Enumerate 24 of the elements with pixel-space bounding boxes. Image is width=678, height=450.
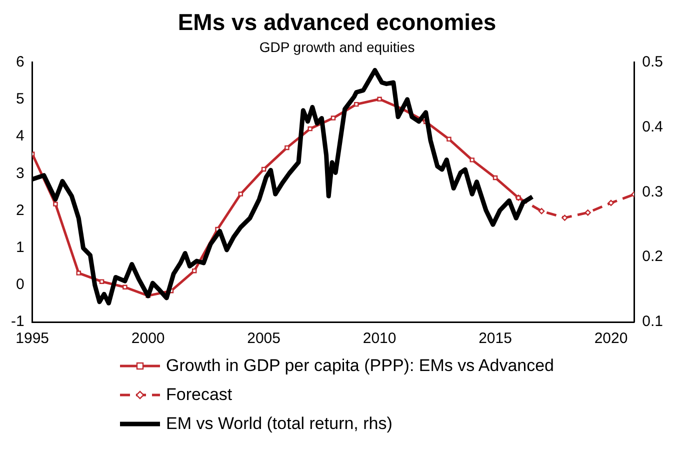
x-tick-label: 2005 (247, 330, 280, 348)
y-tick-label: 0 (16, 276, 24, 294)
y-tick-label: 5 (16, 90, 24, 108)
legend-label: EM vs World (total return, rhs) (166, 414, 392, 434)
x-tick-label: 2020 (594, 330, 628, 348)
y2-tick-label: 0.4 (642, 118, 664, 136)
y2-tick-label: 0.5 (642, 54, 664, 71)
y-tick-label: 3 (16, 164, 24, 182)
y2-tick-label: 0.2 (642, 248, 664, 266)
y2-tick-label: 0.3 (642, 183, 664, 200)
y-tick-label: 6 (16, 54, 24, 71)
chart-subtitle: GDP growth and equities (259, 38, 415, 55)
x-tick-label: 2015 (478, 330, 512, 348)
y-tick-label: 2 (16, 202, 24, 219)
legend-label: Growth in GDP per capita (PPP): EMs vs Advanced (166, 356, 554, 376)
x-tick-label: 1995 (16, 330, 50, 348)
x-tick-label: 2010 (362, 330, 396, 348)
y-tick-label: -1 (10, 313, 24, 330)
y-tick-label: 4 (16, 128, 24, 145)
chart-title: EMs vs advanced economies (178, 9, 496, 36)
legend-label: Forecast (166, 384, 232, 404)
y-tick-label: 1 (16, 238, 24, 256)
y2-tick-label: 0.1 (642, 313, 664, 330)
x-tick-label: 2000 (131, 330, 165, 348)
